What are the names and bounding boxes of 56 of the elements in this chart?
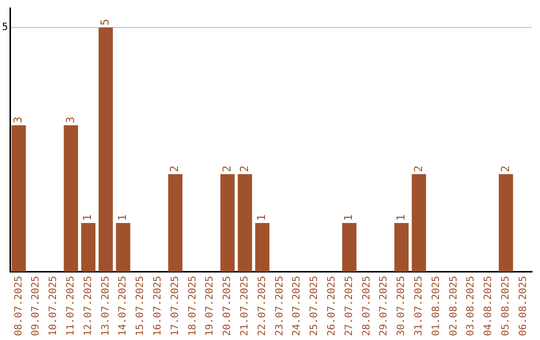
- data-label: 5: [98, 18, 112, 26]
- x-tick-label: 09.07.2025: [30, 276, 42, 336]
- data-label: 1: [116, 214, 129, 221]
- data-label: 2: [168, 165, 182, 172]
- bar: [64, 125, 78, 272]
- x-tick-label: 20.07.2025: [222, 276, 234, 336]
- x-tick-label: 05.08.2025: [500, 276, 512, 336]
- bar: [81, 222, 96, 272]
- x-tick-label: 06.08.2025: [518, 276, 529, 336]
- data-label: 1: [81, 214, 94, 221]
- x-tick-label: 29.07.2025: [378, 276, 390, 336]
- x-tick-label: 11.07.2025: [66, 276, 77, 336]
- data-label: 3: [64, 116, 77, 124]
- x-tick-label: 17.07.2025: [170, 276, 181, 336]
- x-tick-label: 16.07.2025: [152, 276, 164, 336]
- data-label: 3: [12, 116, 25, 124]
- data-label: 1: [342, 214, 356, 221]
- bar: [412, 174, 426, 272]
- x-tick-label: 01.08.2025: [430, 276, 442, 336]
- bar: [98, 28, 113, 272]
- x-tick-label: 24.07.2025: [292, 276, 303, 336]
- bar: [342, 222, 356, 272]
- bar: [12, 125, 26, 272]
- bar: [220, 174, 235, 272]
- bar: [255, 222, 270, 272]
- data-label: 2: [220, 165, 234, 172]
- x-tick-label: 08.07.2025: [13, 276, 24, 336]
- x-tick-label: 25.07.2025: [309, 276, 320, 336]
- bar: [238, 174, 252, 272]
- x-tick-label: 31.07.2025: [414, 276, 424, 336]
- x-tick-label: 13.07.2025: [100, 276, 112, 336]
- x-tick-label: 19.07.2025: [204, 276, 216, 336]
- x-tick-label: 02.08.2025: [448, 276, 460, 336]
- x-tick-label: 10.07.2025: [48, 276, 60, 336]
- x-tick-label: 14.07.2025: [118, 276, 129, 336]
- x-tick-label: 18.07.2025: [187, 276, 198, 336]
- data-label: 1: [394, 214, 408, 221]
- x-tick-label: 15.07.2025: [135, 276, 146, 336]
- x-tick-label: 30.07.2025: [396, 276, 408, 336]
- bar: [498, 174, 514, 272]
- x-tick-label: 23.07.2025: [274, 276, 286, 336]
- x-tick-label: 03.08.2025: [466, 276, 477, 336]
- bar: [168, 174, 182, 272]
- data-label: 1: [255, 214, 268, 221]
- x-tick-label: 26.07.2025: [326, 276, 338, 336]
- data-label: 2: [498, 165, 512, 172]
- x-tick-label: 12.07.2025: [82, 276, 94, 336]
- data-label: 2: [238, 165, 251, 172]
- x-tick-label: 28.07.2025: [361, 276, 372, 336]
- x-tick-label: 22.07.2025: [256, 276, 268, 336]
- bar: [394, 222, 409, 272]
- bar: [116, 222, 130, 272]
- x-tick-label: 04.08.2025: [483, 276, 494, 336]
- x-tick-label: 27.07.2025: [344, 276, 355, 336]
- data-label: 2: [412, 165, 425, 172]
- x-tick-label: 21.07.2025: [240, 276, 251, 336]
